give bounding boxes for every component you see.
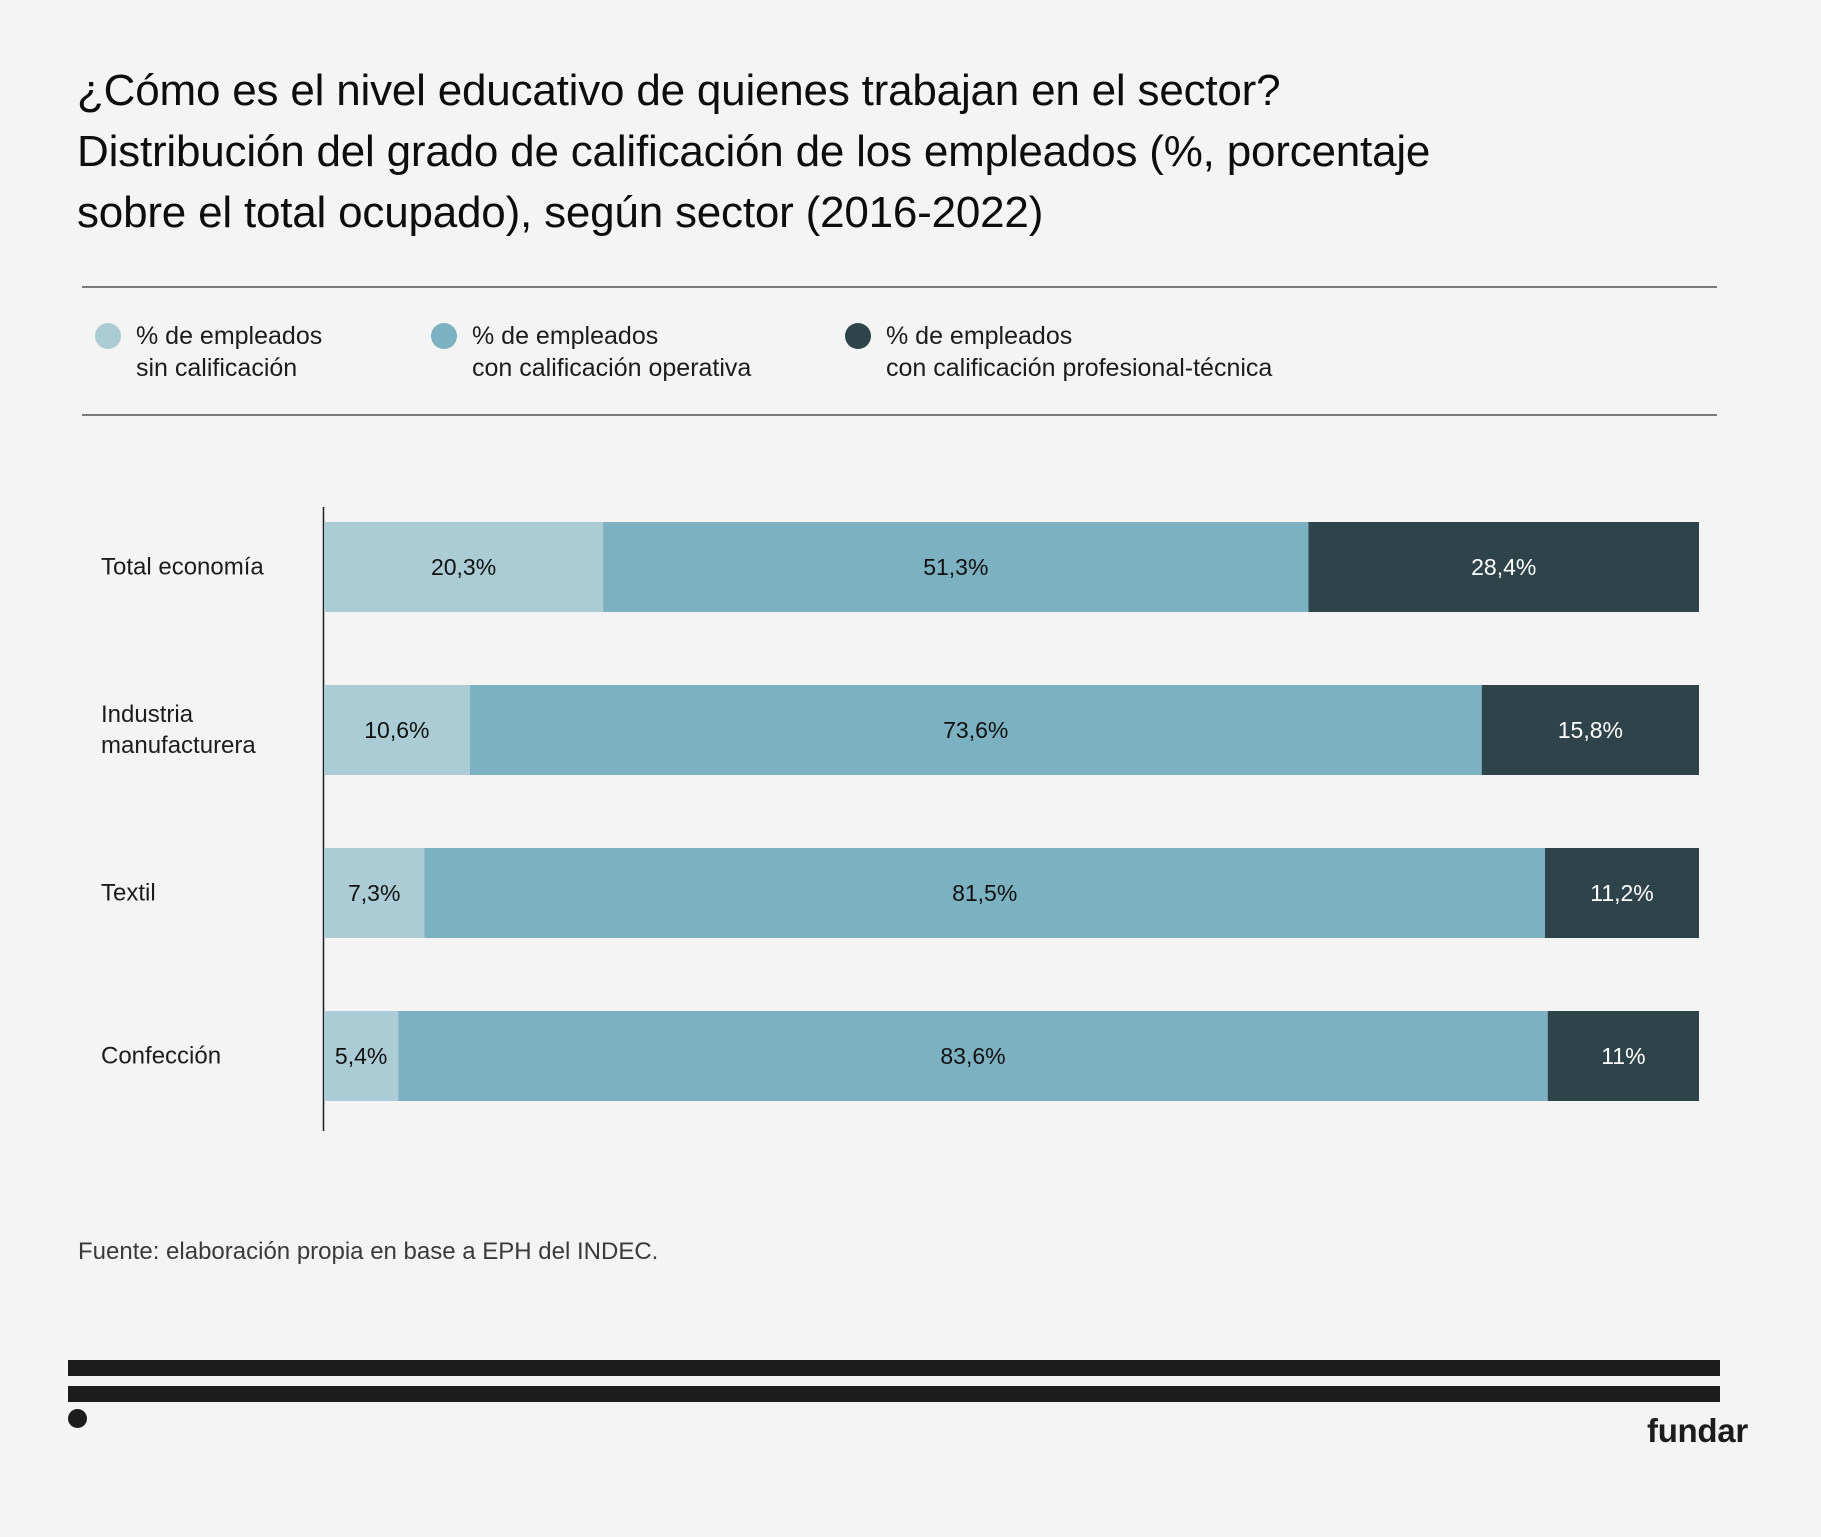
bar-segment bbox=[324, 1011, 399, 1101]
bar-segment bbox=[324, 522, 604, 612]
data-label: 10,6% bbox=[364, 717, 429, 743]
legend-top-divider bbox=[82, 286, 1717, 288]
brand-dot-icon bbox=[68, 1409, 87, 1428]
category-label-line: Total economía bbox=[101, 553, 264, 581]
title-line-2: Distribución del grado de calificación d… bbox=[77, 127, 1431, 176]
legend-label-line: sin calificación bbox=[136, 354, 298, 382]
bar-segment bbox=[1481, 685, 1699, 775]
circle-swatch-icon bbox=[95, 323, 121, 349]
title-line-1: ¿Cómo es el nivel educativo de quienes t… bbox=[77, 66, 1281, 115]
legend-item-sin-calificacion: % de empleados sin calificación bbox=[95, 320, 322, 384]
legend-label-line: % de empleados bbox=[136, 322, 323, 350]
category-label-line: Industria bbox=[101, 701, 194, 728]
category-label: Textil bbox=[101, 878, 156, 909]
category-label-line: Textil bbox=[101, 879, 156, 907]
source-note: Fuente: elaboración propia en base a EPH… bbox=[78, 1238, 659, 1265]
data-label: 81,5% bbox=[952, 880, 1017, 906]
legend-label-line: % de empleados bbox=[886, 322, 1073, 350]
bar-segment bbox=[1545, 848, 1699, 938]
data-label: 5,4% bbox=[335, 1043, 387, 1069]
data-label: 51,3% bbox=[923, 554, 988, 580]
data-label: 15,8% bbox=[1558, 717, 1623, 743]
circle-swatch-icon bbox=[431, 323, 457, 349]
legend-bottom-divider bbox=[82, 414, 1717, 416]
bar-segment bbox=[424, 848, 1546, 938]
data-label: 83,6% bbox=[940, 1043, 1005, 1069]
chart-title: ¿Cómo es el nivel educativo de quienes t… bbox=[77, 60, 1757, 243]
category-label-line: Confección bbox=[101, 1042, 222, 1070]
legend-item-calificacion-operativa: % de empleados con calificación operativ… bbox=[431, 320, 751, 384]
data-label: 28,4% bbox=[1471, 554, 1536, 580]
bar-segment bbox=[1308, 522, 1699, 612]
legend-item-calificacion-profesional-tecnica: % de empleados con calificación profesio… bbox=[845, 320, 1272, 384]
bar-segment bbox=[1547, 1011, 1699, 1101]
data-label: 20,3% bbox=[431, 554, 496, 580]
footer-stripe bbox=[68, 1386, 1720, 1402]
legend-label-line: con calificación profesional-técnica bbox=[886, 354, 1273, 382]
brand-logo: fundar bbox=[1647, 1412, 1748, 1449]
data-label: 11% bbox=[1601, 1043, 1645, 1069]
data-label: 73,6% bbox=[943, 717, 1008, 743]
bar-segment bbox=[324, 685, 470, 775]
category-label: Industria manufacturera bbox=[101, 699, 256, 761]
category-label: Confección bbox=[101, 1041, 221, 1072]
bar-segment bbox=[324, 848, 425, 938]
category-label: Total economía bbox=[101, 552, 264, 583]
data-label: 7,3% bbox=[348, 880, 400, 906]
title-line-3: sobre el total ocupado), según sector (2… bbox=[77, 188, 1044, 237]
footer-stripe bbox=[68, 1360, 1720, 1376]
bar-segment bbox=[398, 1011, 1548, 1101]
bar-segment bbox=[603, 522, 1309, 612]
circle-swatch-icon bbox=[845, 323, 871, 349]
data-label: 11,2% bbox=[1590, 880, 1654, 906]
legend-label-line: % de empleados bbox=[472, 322, 659, 350]
legend-label-line: con calificación operativa bbox=[472, 354, 752, 382]
category-label-line: manufacturera bbox=[101, 732, 256, 759]
bar-segment bbox=[469, 685, 1482, 775]
